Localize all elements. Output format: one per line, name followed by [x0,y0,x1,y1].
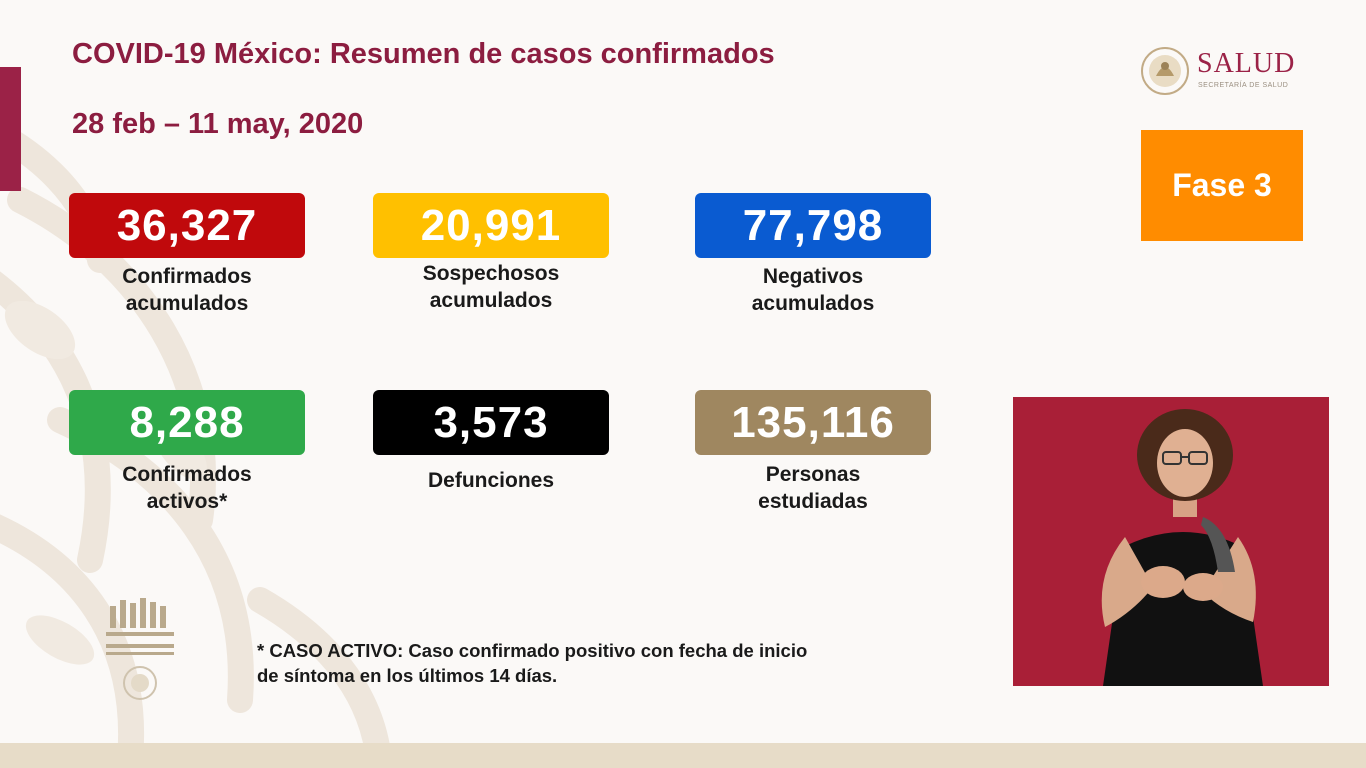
national-seal-icon [1141,47,1189,95]
stat-deaths: 3,573 Defunciones [373,390,609,494]
stat-label: Negativos acumulados [751,265,875,315]
stat-value-box: 135,116 [695,390,931,455]
accent-side-bar [0,67,21,191]
page-title: COVID-19 México: Resumen de casos confir… [72,38,775,70]
stat-confirmed-cumulative: 36,327 Confirmados acumulados [69,193,305,317]
stat-people-studied: 135,116 Personas estudiadas [695,390,931,515]
stat-label: Defunciones [427,469,555,492]
bottom-strip [0,743,1366,768]
stat-value-box: 8,288 [69,390,305,455]
salud-logo: SALUD SECRETARÍA DE SALUD [1140,44,1310,100]
stat-negative-cumulative: 77,798 Negativos acumulados [695,193,931,317]
stat-label: Confirmados activos* [122,463,252,513]
stat-active-confirmed: 8,288 Confirmados activos* [69,390,305,515]
stat-value-box: 77,798 [695,193,931,258]
stat-label: Personas estudiadas [758,463,868,513]
brand-name: SALUD [1197,48,1296,79]
stat-label: Sospechosos acumulados [422,262,560,312]
interpreter-figure-icon [1101,409,1263,686]
government-emblem-icon [106,598,174,700]
stat-label: Confirmados acumulados [122,265,252,315]
active-case-footnote: * CASO ACTIVO: Caso confirmado positivo … [257,640,808,686]
date-range: 28 feb – 11 may, 2020 [72,108,364,140]
stat-value-box: 36,327 [69,193,305,258]
stat-value-box: 3,573 [373,390,609,455]
stat-suspected-cumulative: 20,991 Sospechosos acumulados [373,193,609,314]
brand-subtitle: SECRETARÍA DE SALUD [1198,82,1289,89]
phase-badge: Fase 3 [1141,130,1303,241]
stat-value-box: 20,991 [373,193,609,258]
sign-language-interpreter-video [1013,397,1329,686]
